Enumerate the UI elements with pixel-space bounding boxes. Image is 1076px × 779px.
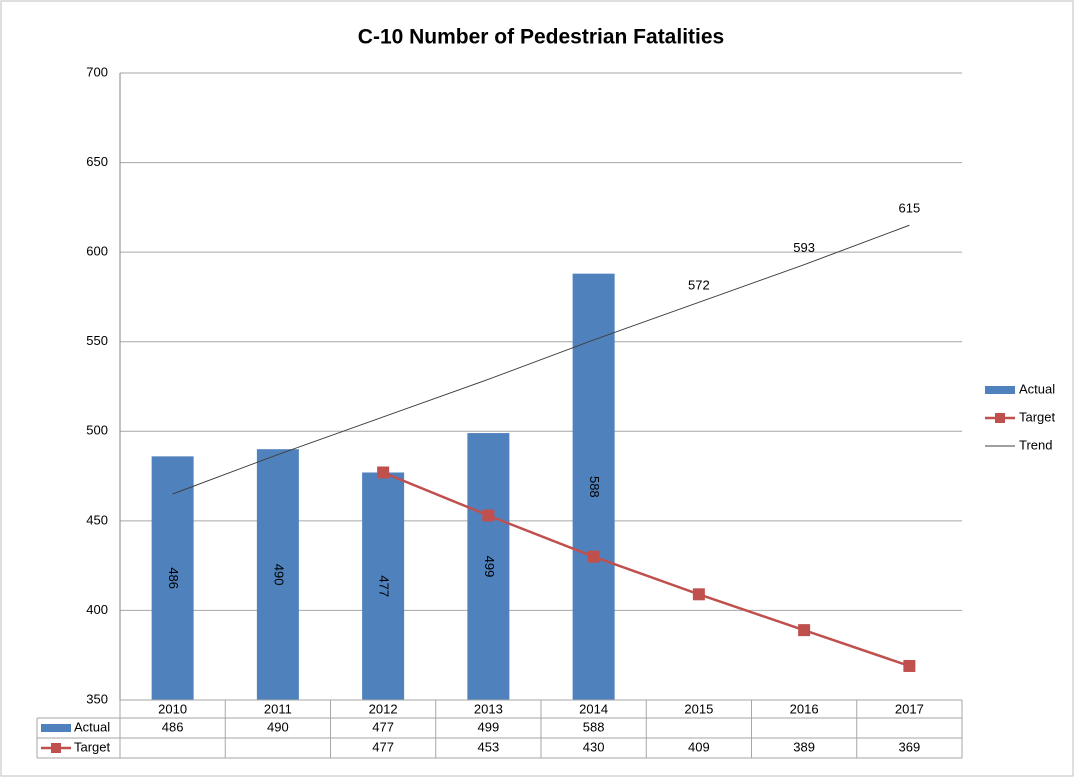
x-tick-label: 2013	[474, 701, 503, 716]
target-marker	[482, 509, 495, 522]
table-cell: 409	[688, 739, 710, 754]
target-marker	[377, 466, 390, 479]
target-marker	[903, 659, 916, 672]
table-row-label: Actual	[74, 719, 110, 734]
bar	[151, 456, 194, 700]
legend-key	[995, 413, 1005, 423]
target-marker	[692, 588, 705, 601]
bar-value-label: 499	[482, 556, 497, 578]
x-tick-label: 2012	[369, 701, 398, 716]
x-tick-label: 2017	[895, 701, 924, 716]
y-tick-label: 700	[86, 64, 108, 79]
x-tick-label: 2015	[684, 701, 713, 716]
target-line	[382, 471, 910, 668]
trend-line	[172, 224, 910, 495]
y-tick-label: 500	[86, 423, 108, 438]
legend-label: Target	[1019, 409, 1056, 424]
x-tick-label: 2011	[264, 701, 292, 716]
bar-value-label: 486	[166, 567, 181, 589]
y-tick-label: 400	[86, 602, 108, 617]
legend-label: Trend	[1019, 437, 1052, 452]
y-tick-label: 650	[86, 154, 108, 169]
bar-value-label: 477	[377, 575, 392, 597]
chart-title: C-10 Number of Pedestrian Fatalities	[358, 26, 724, 49]
target-marker	[587, 550, 600, 563]
bar-value-label: 588	[587, 476, 602, 498]
bar	[467, 433, 510, 700]
table-cell: 477	[372, 719, 394, 734]
trend-value-label: 615	[899, 201, 921, 216]
target-marker	[798, 624, 811, 637]
table-cell: 477	[372, 739, 394, 754]
table-cell: 588	[583, 719, 605, 734]
table-legend-key	[41, 724, 71, 732]
legend-label: Actual	[1019, 381, 1055, 396]
table-cell: 430	[583, 739, 605, 754]
table-cell: 486	[162, 719, 184, 734]
y-tick-label: 600	[86, 244, 108, 259]
y-tick-label: 450	[86, 512, 108, 527]
x-tick-label: 2010	[158, 701, 187, 716]
table-row-label: Target	[74, 739, 111, 754]
table-cell: 369	[899, 739, 921, 754]
bar	[256, 449, 299, 700]
x-tick-label: 2014	[579, 701, 608, 716]
bar-value-label: 490	[271, 564, 286, 586]
y-tick-label: 350	[86, 691, 108, 706]
y-tick-label: 550	[86, 333, 108, 348]
table-cell: 453	[478, 739, 500, 754]
legend-key	[985, 386, 1015, 394]
trend-value-label: 593	[793, 240, 815, 255]
table-legend-key	[51, 743, 61, 753]
x-tick-label: 2016	[790, 701, 819, 716]
trend-value-label: 572	[688, 278, 710, 293]
table-cell: 389	[793, 739, 815, 754]
table-cell: 499	[478, 719, 500, 734]
table-cell: 490	[267, 719, 289, 734]
bar	[362, 472, 405, 700]
